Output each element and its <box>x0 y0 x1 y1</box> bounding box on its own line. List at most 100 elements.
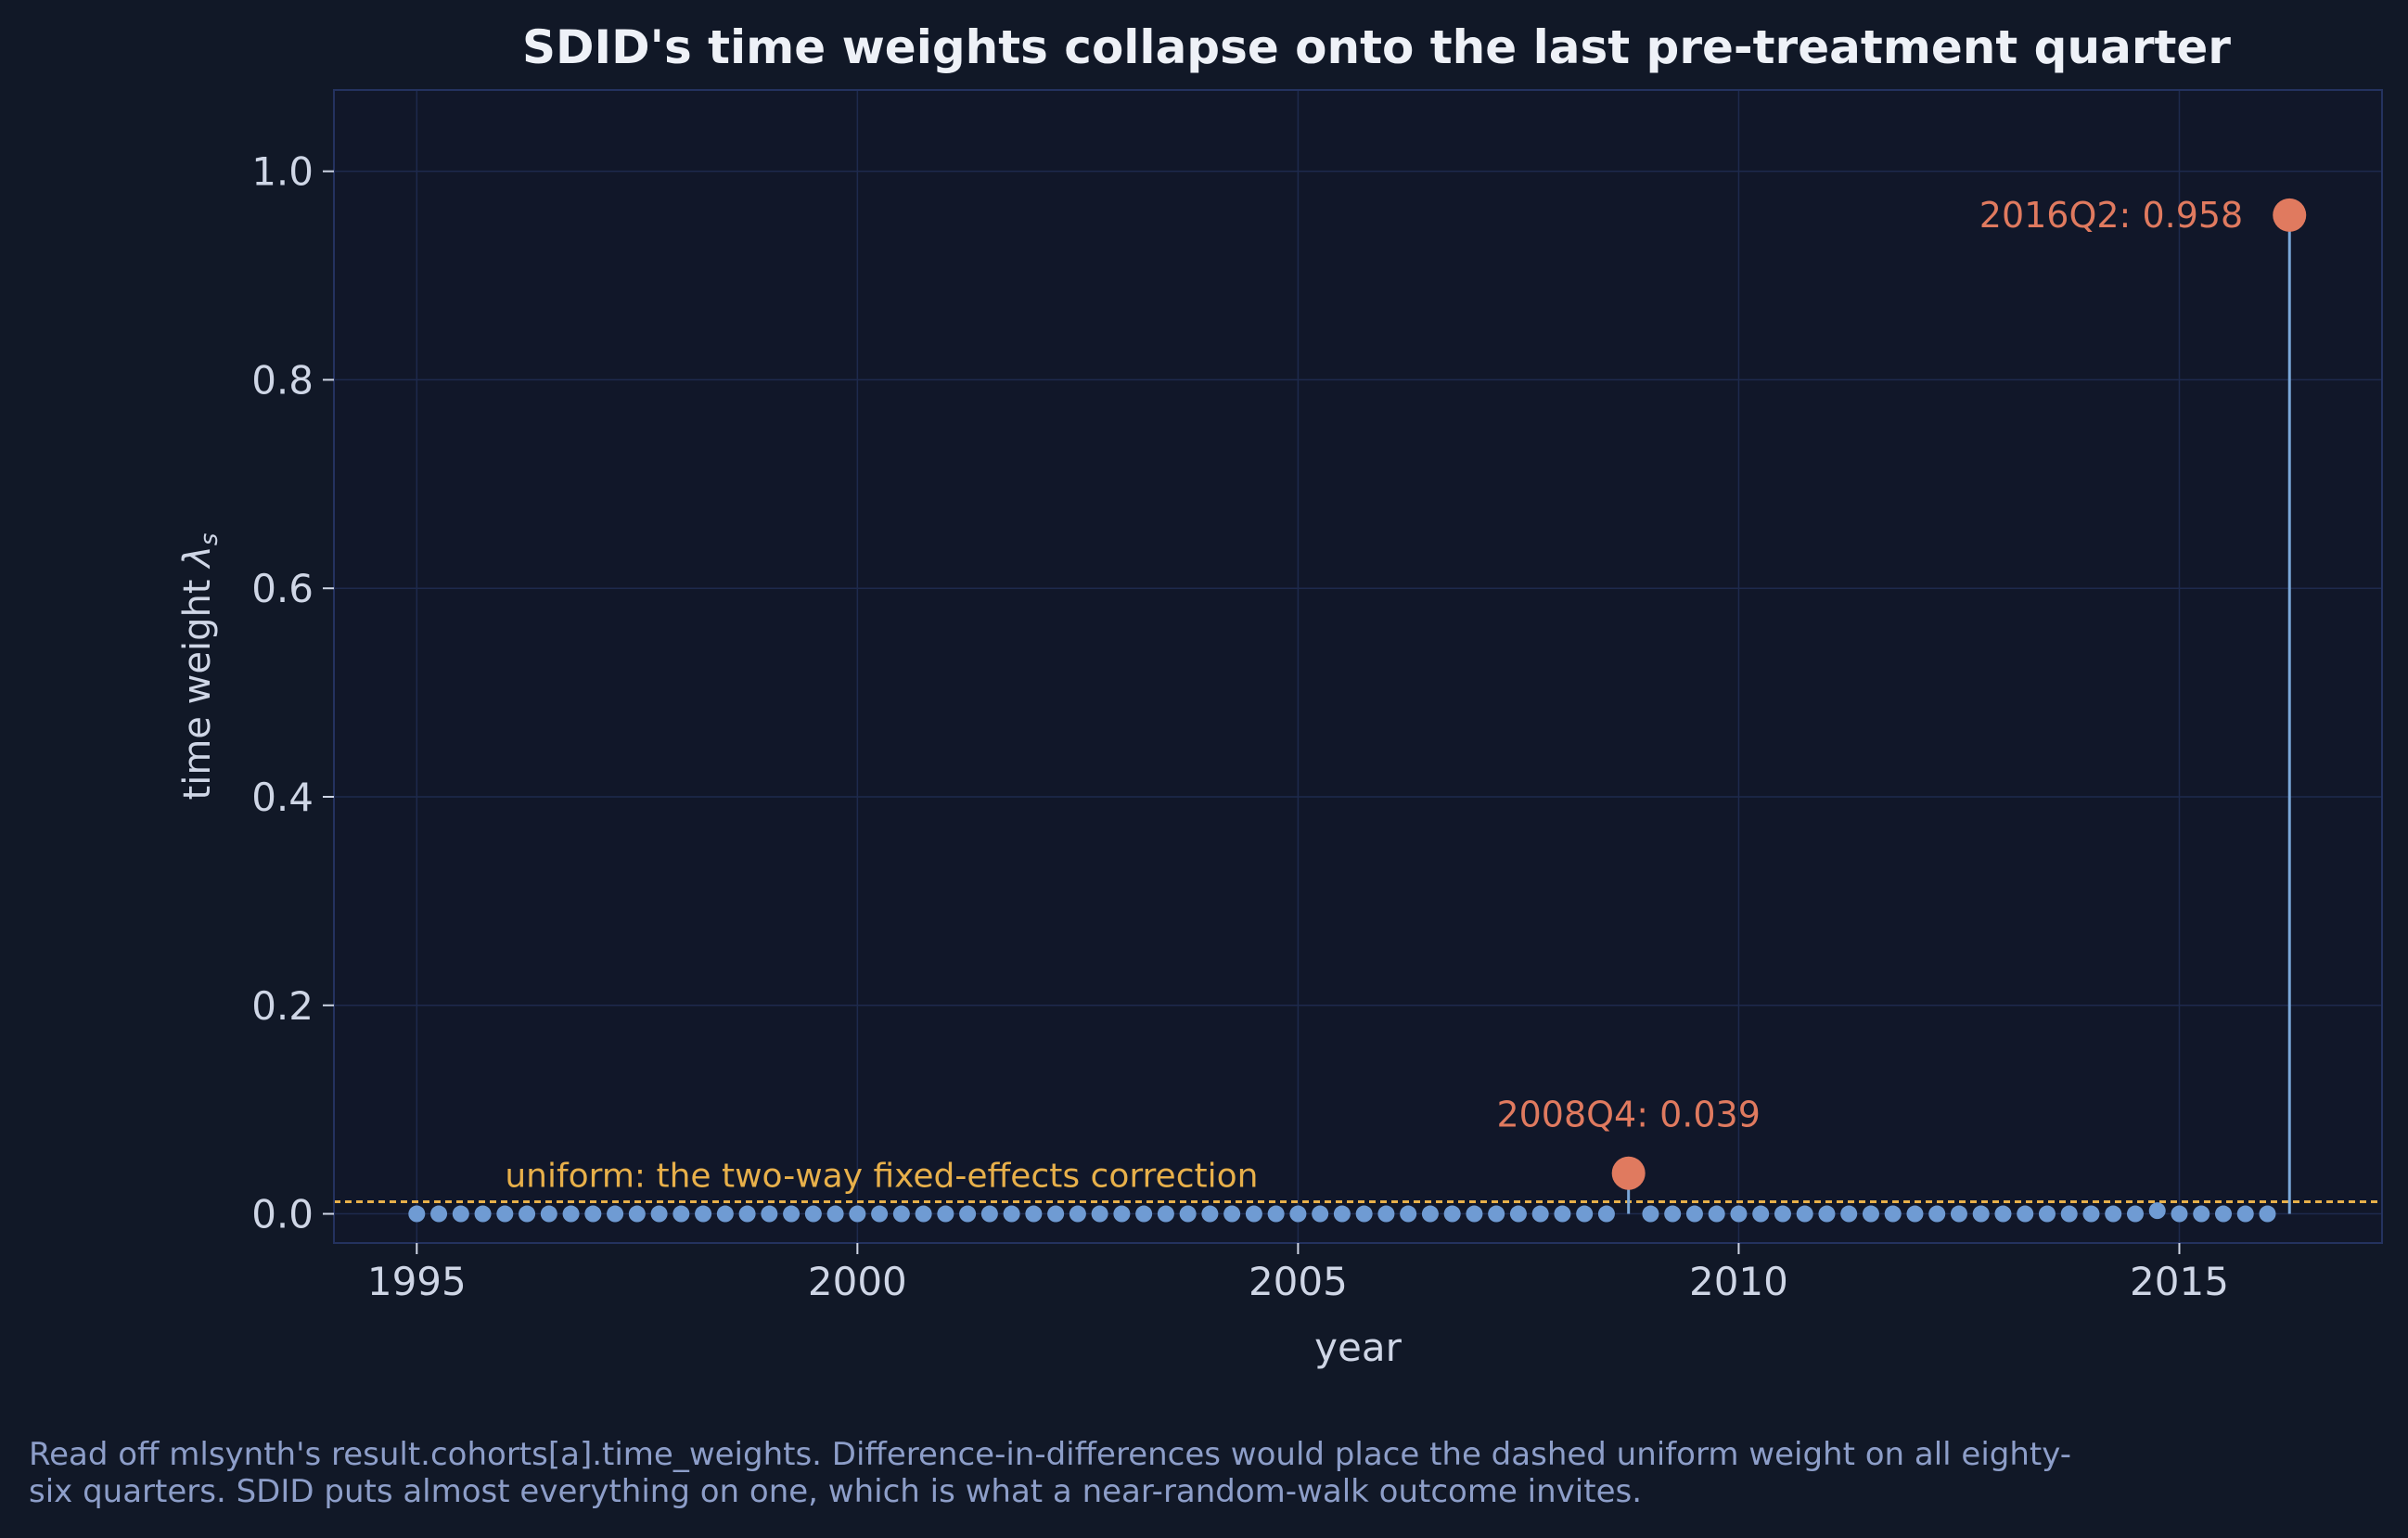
weight-point <box>959 1205 977 1223</box>
highlight-point <box>2273 198 2307 232</box>
weight-point <box>408 1205 426 1223</box>
x-tick-label: 2005 <box>1249 1259 1348 1304</box>
weight-point <box>761 1205 778 1223</box>
weight-point <box>1840 1205 1858 1223</box>
weight-point <box>2038 1205 2056 1223</box>
weight-point <box>430 1205 448 1223</box>
weight-point <box>1245 1205 1262 1223</box>
weight-point <box>1796 1205 1813 1223</box>
caption-line-1: Read off mlsynth's result.cohorts[a].tim… <box>29 1436 2072 1473</box>
weight-point <box>496 1205 514 1223</box>
weight-point <box>1774 1205 1791 1223</box>
weight-point <box>1223 1205 1241 1223</box>
weight-point <box>562 1205 580 1223</box>
weight-point <box>1003 1205 1020 1223</box>
plot-area <box>334 90 2382 1243</box>
weight-point <box>738 1205 756 1223</box>
plot-frame <box>333 89 2383 1244</box>
highlight-point <box>1611 1156 1646 1190</box>
weight-point <box>2236 1205 2254 1223</box>
weight-point <box>1135 1205 1153 1223</box>
weight-point <box>1113 1205 1131 1223</box>
x-axis-label: year <box>1314 1325 1402 1370</box>
weight-point <box>871 1205 889 1223</box>
x-tick-label: 2010 <box>1689 1259 1788 1304</box>
y-tick-label: 0.4 <box>251 775 314 820</box>
weight-point <box>1818 1205 1836 1223</box>
weight-point <box>2171 1205 2188 1223</box>
weight-point <box>695 1205 712 1223</box>
y-tick-label: 1.0 <box>251 149 314 195</box>
weight-point <box>607 1205 624 1223</box>
weight-point <box>1730 1205 1748 1223</box>
weight-point <box>584 1205 602 1223</box>
y-axis-label-symbol: λ <box>176 545 219 570</box>
weight-point <box>1597 1205 1615 1223</box>
weight-point <box>1950 1205 1967 1223</box>
weight-point <box>1355 1205 1373 1223</box>
uniform-weight-label: uniform: the two-way fixed-effects corre… <box>505 1157 1258 1195</box>
data-points <box>408 1202 2276 1223</box>
weight-point <box>1312 1205 1329 1223</box>
weight-point <box>2259 1205 2276 1223</box>
weight-point <box>1994 1205 2012 1223</box>
y-axis-label-text: time weight <box>176 568 219 801</box>
weight-point <box>1509 1205 1527 1223</box>
axis-ticks: 1995 2000 2005 2010 2015 0.0 0.2 0.4 0.6 0.8 1.0 <box>251 149 2229 1304</box>
weight-point <box>2193 1205 2210 1223</box>
weight-point <box>1554 1205 1571 1223</box>
weight-point <box>826 1205 844 1223</box>
weight-point <box>519 1205 536 1223</box>
weight-point <box>2105 1205 2122 1223</box>
weight-point <box>1664 1205 1682 1223</box>
weight-point <box>1333 1205 1351 1223</box>
weight-point <box>1157 1205 1174 1223</box>
y-tick-label: 0.6 <box>251 566 314 611</box>
weight-point <box>1466 1205 1483 1223</box>
weight-point <box>783 1205 801 1223</box>
weight-point <box>804 1205 822 1223</box>
weight-point <box>1752 1205 1770 1223</box>
y-tick-label: 0.2 <box>251 983 314 1029</box>
weight-point <box>1179 1205 1197 1223</box>
y-axis-label-subscript: s <box>196 533 224 546</box>
highlight-points: 2008Q4: 0.039 2016Q2: 0.958 <box>1496 195 2307 1190</box>
weight-point <box>849 1205 866 1223</box>
weight-point <box>915 1205 932 1223</box>
weight-point <box>1884 1205 1902 1223</box>
weight-point <box>1708 1205 1725 1223</box>
weight-point <box>2060 1205 2078 1223</box>
weight-point <box>1091 1205 1108 1223</box>
x-tick-label: 1995 <box>367 1259 467 1304</box>
weight-point <box>1025 1205 1043 1223</box>
y-tick-label: 0.8 <box>251 357 314 403</box>
y-axis-label: time weight λs <box>176 533 224 801</box>
weight-point <box>540 1205 557 1223</box>
weight-point <box>1069 1205 1086 1223</box>
weight-point <box>1377 1205 1395 1223</box>
caption-line-2: six quarters. SDID puts almost everythin… <box>29 1473 1643 1510</box>
weight-point <box>1972 1205 1990 1223</box>
weight-point <box>1289 1205 1307 1223</box>
weight-point <box>2082 1205 2100 1223</box>
y-tick-label: 0.0 <box>251 1192 314 1237</box>
weight-point <box>2148 1202 2166 1220</box>
weight-point <box>628 1205 646 1223</box>
weight-point <box>716 1205 734 1223</box>
weight-point <box>1443 1205 1461 1223</box>
weight-point <box>650 1205 668 1223</box>
chart-caption: Read off mlsynth's result.cohorts[a].tim… <box>29 1436 2236 1510</box>
weight-point <box>452 1205 469 1223</box>
weight-point <box>672 1205 690 1223</box>
weight-point <box>1531 1205 1549 1223</box>
weight-point <box>1642 1205 1659 1223</box>
weight-point <box>1576 1205 1594 1223</box>
weight-point <box>1928 1205 1946 1223</box>
weight-point <box>2214 1205 2232 1223</box>
weight-point <box>1862 1205 1879 1223</box>
highlight-label: 2008Q4: 0.039 <box>1496 1095 1760 1135</box>
weight-point <box>2126 1205 2144 1223</box>
weight-point <box>1685 1205 1703 1223</box>
weight-point <box>1267 1205 1285 1223</box>
weight-point <box>980 1205 998 1223</box>
